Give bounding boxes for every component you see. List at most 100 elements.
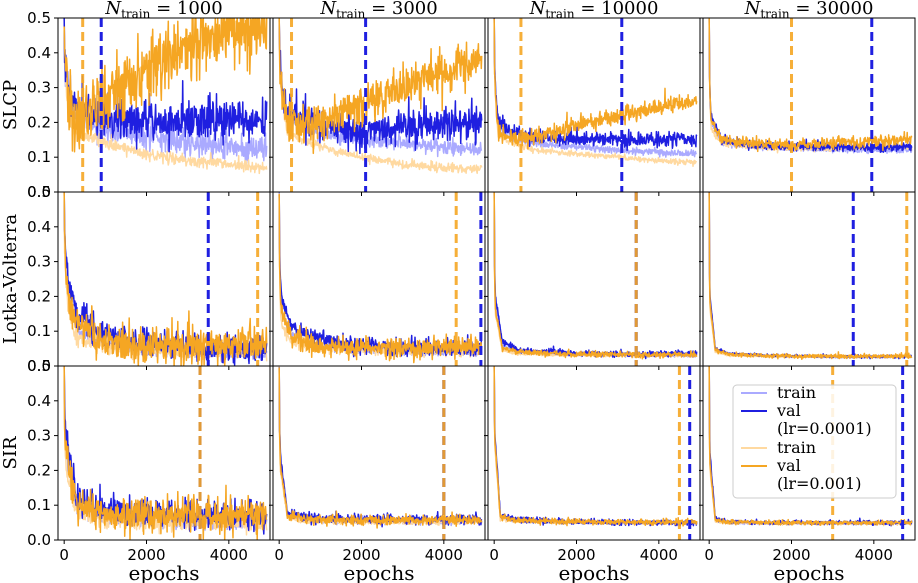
x-tick-label: 4000 <box>855 546 893 564</box>
x-tick-label: 2000 <box>342 546 380 564</box>
x-tick-label: 0 <box>274 546 284 564</box>
panel-plot-area <box>708 18 913 192</box>
val-lr1e-3-curve <box>493 18 698 150</box>
y-tick-label: 0.4 <box>27 218 51 236</box>
panel-plot-area <box>63 366 268 540</box>
y-tick-label: 0.1 <box>27 148 51 166</box>
panel-slcp-col2 <box>484 17 701 196</box>
y-tick-label: 0.1 <box>27 322 51 340</box>
legend-label: val <box>776 401 801 420</box>
panel-plot-area <box>708 192 913 366</box>
x-tick-label: 4000 <box>640 546 678 564</box>
y-tick-label: 0.2 <box>27 113 51 131</box>
y-tick-label: 0.0 <box>27 531 51 549</box>
panel-plot-area <box>278 366 483 540</box>
val-lr1e-3-curve <box>63 18 268 153</box>
panel-frame <box>487 191 701 367</box>
train-lr1e-4-curve <box>708 192 913 359</box>
y-tick-label: 0.0 <box>27 357 51 375</box>
val-lr1e-3-curve <box>278 193 483 364</box>
panel-plot-area <box>278 18 483 192</box>
val-lr1e-4-curve <box>278 194 483 358</box>
y-tick-label: 0.1 <box>27 496 51 514</box>
y-tick-label: 0.2 <box>27 287 51 305</box>
train-lr1e-4-curve <box>63 367 268 531</box>
train-lr1e-3-curve <box>493 192 698 359</box>
panel-slcp-col0: 0.0 0.1 0.2 0.3 0.4 0.5 <box>27 9 271 201</box>
x-axis-label: epochs <box>128 561 199 583</box>
train-lr1e-3-curve <box>493 366 698 526</box>
y-tick-label: 0.2 <box>27 461 51 479</box>
val-lr1e-3-curve <box>708 18 913 153</box>
x-axis-label: epochs <box>343 561 414 583</box>
train-lr1e-4-curve <box>493 366 698 526</box>
column-title: Ntrain = 10000 <box>529 0 659 21</box>
panel-sir-col0: 0.0 0.1 0.2 0.3 0.4 0.5 0 2000 4000 <box>27 357 271 564</box>
train-lr1e-3-curve <box>63 18 268 175</box>
panel-frame <box>702 191 916 367</box>
val-lr1e-4-curve <box>278 19 483 155</box>
x-tick-label: 2000 <box>772 546 810 564</box>
panel-frame <box>702 17 916 193</box>
x-axis-label: epochs <box>558 561 629 583</box>
train-lr1e-4-curve <box>278 366 483 527</box>
panel-plot-area <box>63 192 268 366</box>
panel-plot-area <box>278 192 483 366</box>
legend-label: val <box>776 456 801 475</box>
y-tick-label: 0.3 <box>27 79 51 97</box>
train-lr1e-4-curve <box>708 18 913 155</box>
panel-plot-area <box>63 18 268 192</box>
val-lr1e-3-curve <box>708 366 913 527</box>
val-lr1e-4-curve <box>278 367 483 528</box>
legend-label: train <box>777 383 816 402</box>
column-title: Ntrain = 1000 <box>104 0 222 21</box>
panel-slcp-col1 <box>269 17 486 196</box>
train-lr1e-4-curve <box>493 192 698 358</box>
train-lr1e-3-curve <box>708 19 913 154</box>
y-tick-label: 0.4 <box>27 392 51 410</box>
train-lr1e-3-curve <box>278 194 483 360</box>
y-tick-label: 0.5 <box>27 9 51 27</box>
panel-lotka-volterra-col1 <box>269 191 486 370</box>
x-tick-label: 0 <box>704 546 714 564</box>
row-label: SLCP <box>0 80 21 130</box>
column-title: Ntrain = 3000 <box>319 0 437 21</box>
x-axis-label: epochs <box>773 561 844 583</box>
x-tick-label: 2000 <box>557 546 595 564</box>
panel-frame <box>272 365 486 541</box>
val-lr1e-3-curve <box>708 192 913 361</box>
train-lr1e-4-curve <box>278 192 483 358</box>
x-tick-label: 4000 <box>425 546 463 564</box>
val-lr1e-4-curve <box>63 18 268 153</box>
val-lr1e-3-curve <box>493 366 698 527</box>
panel-sir-col2: 0 2000 4000 <box>484 365 701 564</box>
val-lr1e-4-curve <box>493 366 698 527</box>
val-lr1e-3-curve <box>278 18 483 155</box>
legend-label: (lr=0.001) <box>777 474 861 493</box>
panel-frame <box>702 365 916 541</box>
row-label: Lotka-Volterra <box>0 214 21 344</box>
x-tick-label: 0 <box>489 546 499 564</box>
panel-sir-col1: 0 2000 4000 <box>269 365 486 564</box>
x-tick-label: 2000 <box>127 546 165 564</box>
panel-lotka-volterra-col0: 0.0 0.1 0.2 0.3 0.4 0.5 <box>27 183 271 375</box>
y-tick-label: 0.5 <box>27 183 51 201</box>
val-lr1e-4-curve <box>493 192 698 360</box>
panel-frame <box>57 365 271 541</box>
y-tick-label: 0.3 <box>27 427 51 445</box>
legend-box <box>732 384 897 499</box>
row-label: SIR <box>0 436 21 469</box>
panel-plot-area <box>493 192 698 366</box>
val-lr1e-4-curve <box>708 192 913 360</box>
legend-label: train <box>777 438 816 457</box>
panel-frame <box>487 365 701 541</box>
y-tick-label: 0.5 <box>27 357 51 375</box>
panel-plot-area <box>493 366 698 540</box>
panel-slcp-col3 <box>699 17 916 196</box>
legend-label: (lr=0.0001) <box>777 419 872 438</box>
x-tick-label: 0 <box>59 546 69 564</box>
val-lr1e-3-curve <box>63 366 268 540</box>
column-title: Ntrain = 30000 <box>744 0 874 21</box>
